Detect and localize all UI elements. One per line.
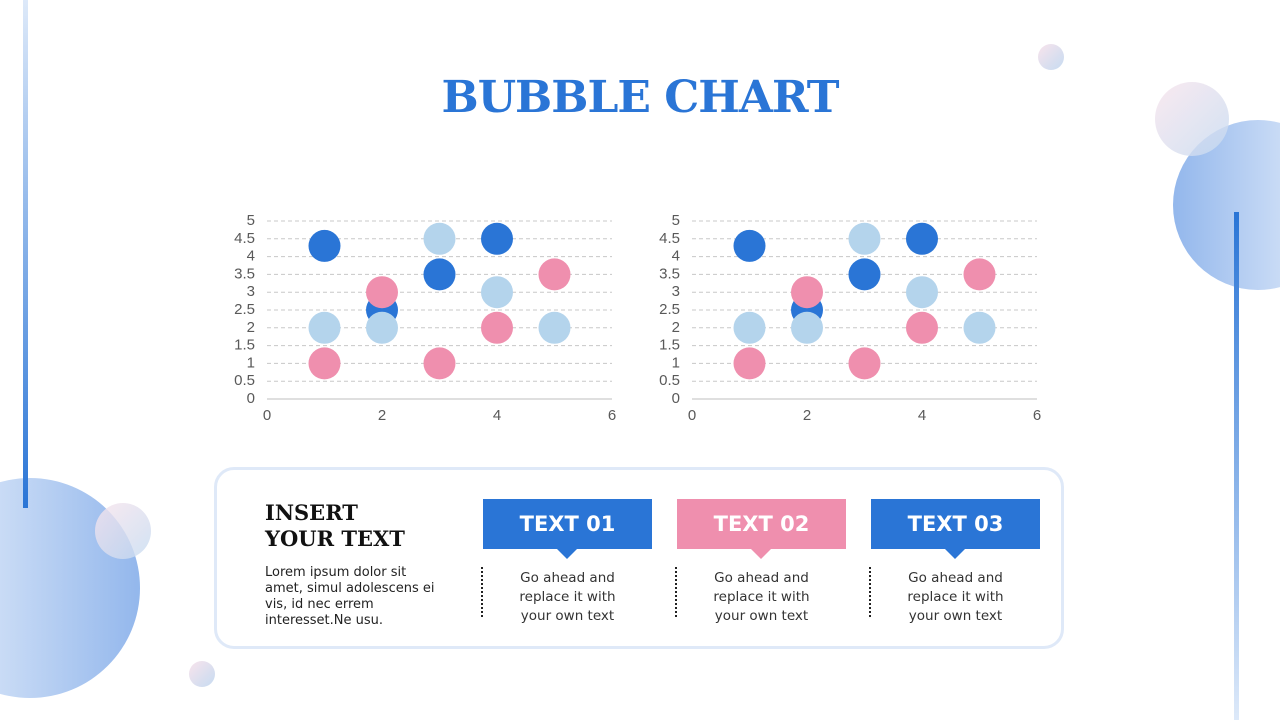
y-tick-label: 4 — [247, 248, 255, 265]
y-tick-label: 1.5 — [234, 337, 255, 354]
y-tick-label: 3.5 — [659, 265, 680, 282]
bubble — [791, 311, 823, 344]
item-text: Go ahead and replace it with your own te… — [675, 567, 846, 626]
y-tick-label: 2 — [247, 319, 255, 336]
bubble — [481, 276, 513, 309]
bubble — [848, 347, 881, 380]
decor-circle — [189, 661, 215, 687]
item-text: Go ahead and replace it with your own te… — [869, 567, 1040, 626]
decor-circle — [95, 503, 151, 559]
y-tick-label: 5 — [672, 212, 680, 229]
x-tick-label: 4 — [493, 407, 501, 424]
bubble — [423, 347, 456, 380]
y-tick-label: 4.5 — [659, 230, 680, 247]
x-tick-label: 0 — [688, 407, 696, 424]
y-tick-label: 0 — [247, 390, 255, 407]
y-tick-label: 4.5 — [234, 230, 255, 247]
bubble — [733, 347, 766, 380]
heading-line: YOUR TEXT — [265, 526, 405, 551]
bubble — [848, 222, 881, 255]
item: TEXT 01 Go ahead and replace it with your… — [481, 499, 652, 626]
item-label: TEXT 02 — [677, 499, 846, 559]
bubble — [366, 311, 398, 344]
panel-body: Lorem ipsum dolor sit amet, simul adoles… — [265, 565, 435, 628]
y-tick-label: 3.5 — [234, 265, 255, 282]
bubble — [906, 311, 938, 344]
y-tick-label: 1 — [672, 354, 680, 371]
x-tick-label: 2 — [803, 407, 811, 424]
item-text: Go ahead and replace it with your own te… — [481, 567, 652, 626]
item: TEXT 02 Go ahead and replace it with your… — [675, 499, 846, 626]
bubble — [481, 311, 513, 344]
bubble — [423, 222, 456, 255]
bubble — [791, 276, 823, 309]
text-panel: INSERT YOUR TEXT Lorem ipsum dolor sit a… — [214, 467, 1064, 649]
panel-heading: INSERT YOUR TEXT — [265, 500, 405, 552]
bubble — [733, 229, 766, 262]
x-tick-label: 4 — [918, 407, 926, 424]
bubble — [848, 258, 881, 291]
x-tick-label: 2 — [378, 407, 386, 424]
bubble — [963, 311, 996, 344]
item: TEXT 03 Go ahead and replace it with your… — [869, 499, 1040, 626]
bubble — [308, 229, 341, 262]
bubble — [906, 222, 938, 255]
y-tick-label: 1 — [247, 354, 255, 371]
x-tick-label: 0 — [263, 407, 271, 424]
decor-circle — [1173, 120, 1280, 290]
charts: 00.511.522.533.544.550 2 4 600.511.522.533.… — [234, 212, 1041, 424]
y-tick-label: 2.5 — [234, 301, 255, 318]
bubble — [538, 311, 571, 344]
decor-circle — [1155, 82, 1229, 156]
item-label: TEXT 03 — [871, 499, 1040, 559]
y-tick-label: 3 — [247, 283, 255, 300]
bubble — [481, 222, 513, 255]
y-tick-label: 5 — [247, 212, 255, 229]
y-tick-label: 4 — [672, 248, 680, 265]
bubble — [733, 311, 766, 344]
slide-title: BUBBLE CHART — [441, 72, 840, 123]
x-tick-label: 6 — [1033, 407, 1041, 424]
bubble — [963, 258, 996, 291]
y-tick-label: 0.5 — [659, 372, 680, 389]
y-tick-label: 1.5 — [659, 337, 680, 354]
bubble — [906, 276, 938, 309]
bubble — [308, 347, 341, 380]
x-tick-label: 6 — [608, 407, 616, 424]
bubble — [308, 311, 341, 344]
decor-bar — [23, 0, 28, 508]
y-tick-label: 0 — [672, 390, 680, 407]
y-tick-label: 0.5 — [234, 372, 255, 389]
y-tick-label: 3 — [672, 283, 680, 300]
heading-line: INSERT — [265, 500, 358, 525]
y-tick-label: 2.5 — [659, 301, 680, 318]
item-label: TEXT 01 — [483, 499, 652, 559]
bubble — [538, 258, 571, 291]
bubble — [423, 258, 456, 291]
decor-bar — [1234, 212, 1239, 720]
decor-circle — [1038, 44, 1064, 70]
y-tick-label: 2 — [672, 319, 680, 336]
bubble — [366, 276, 398, 309]
